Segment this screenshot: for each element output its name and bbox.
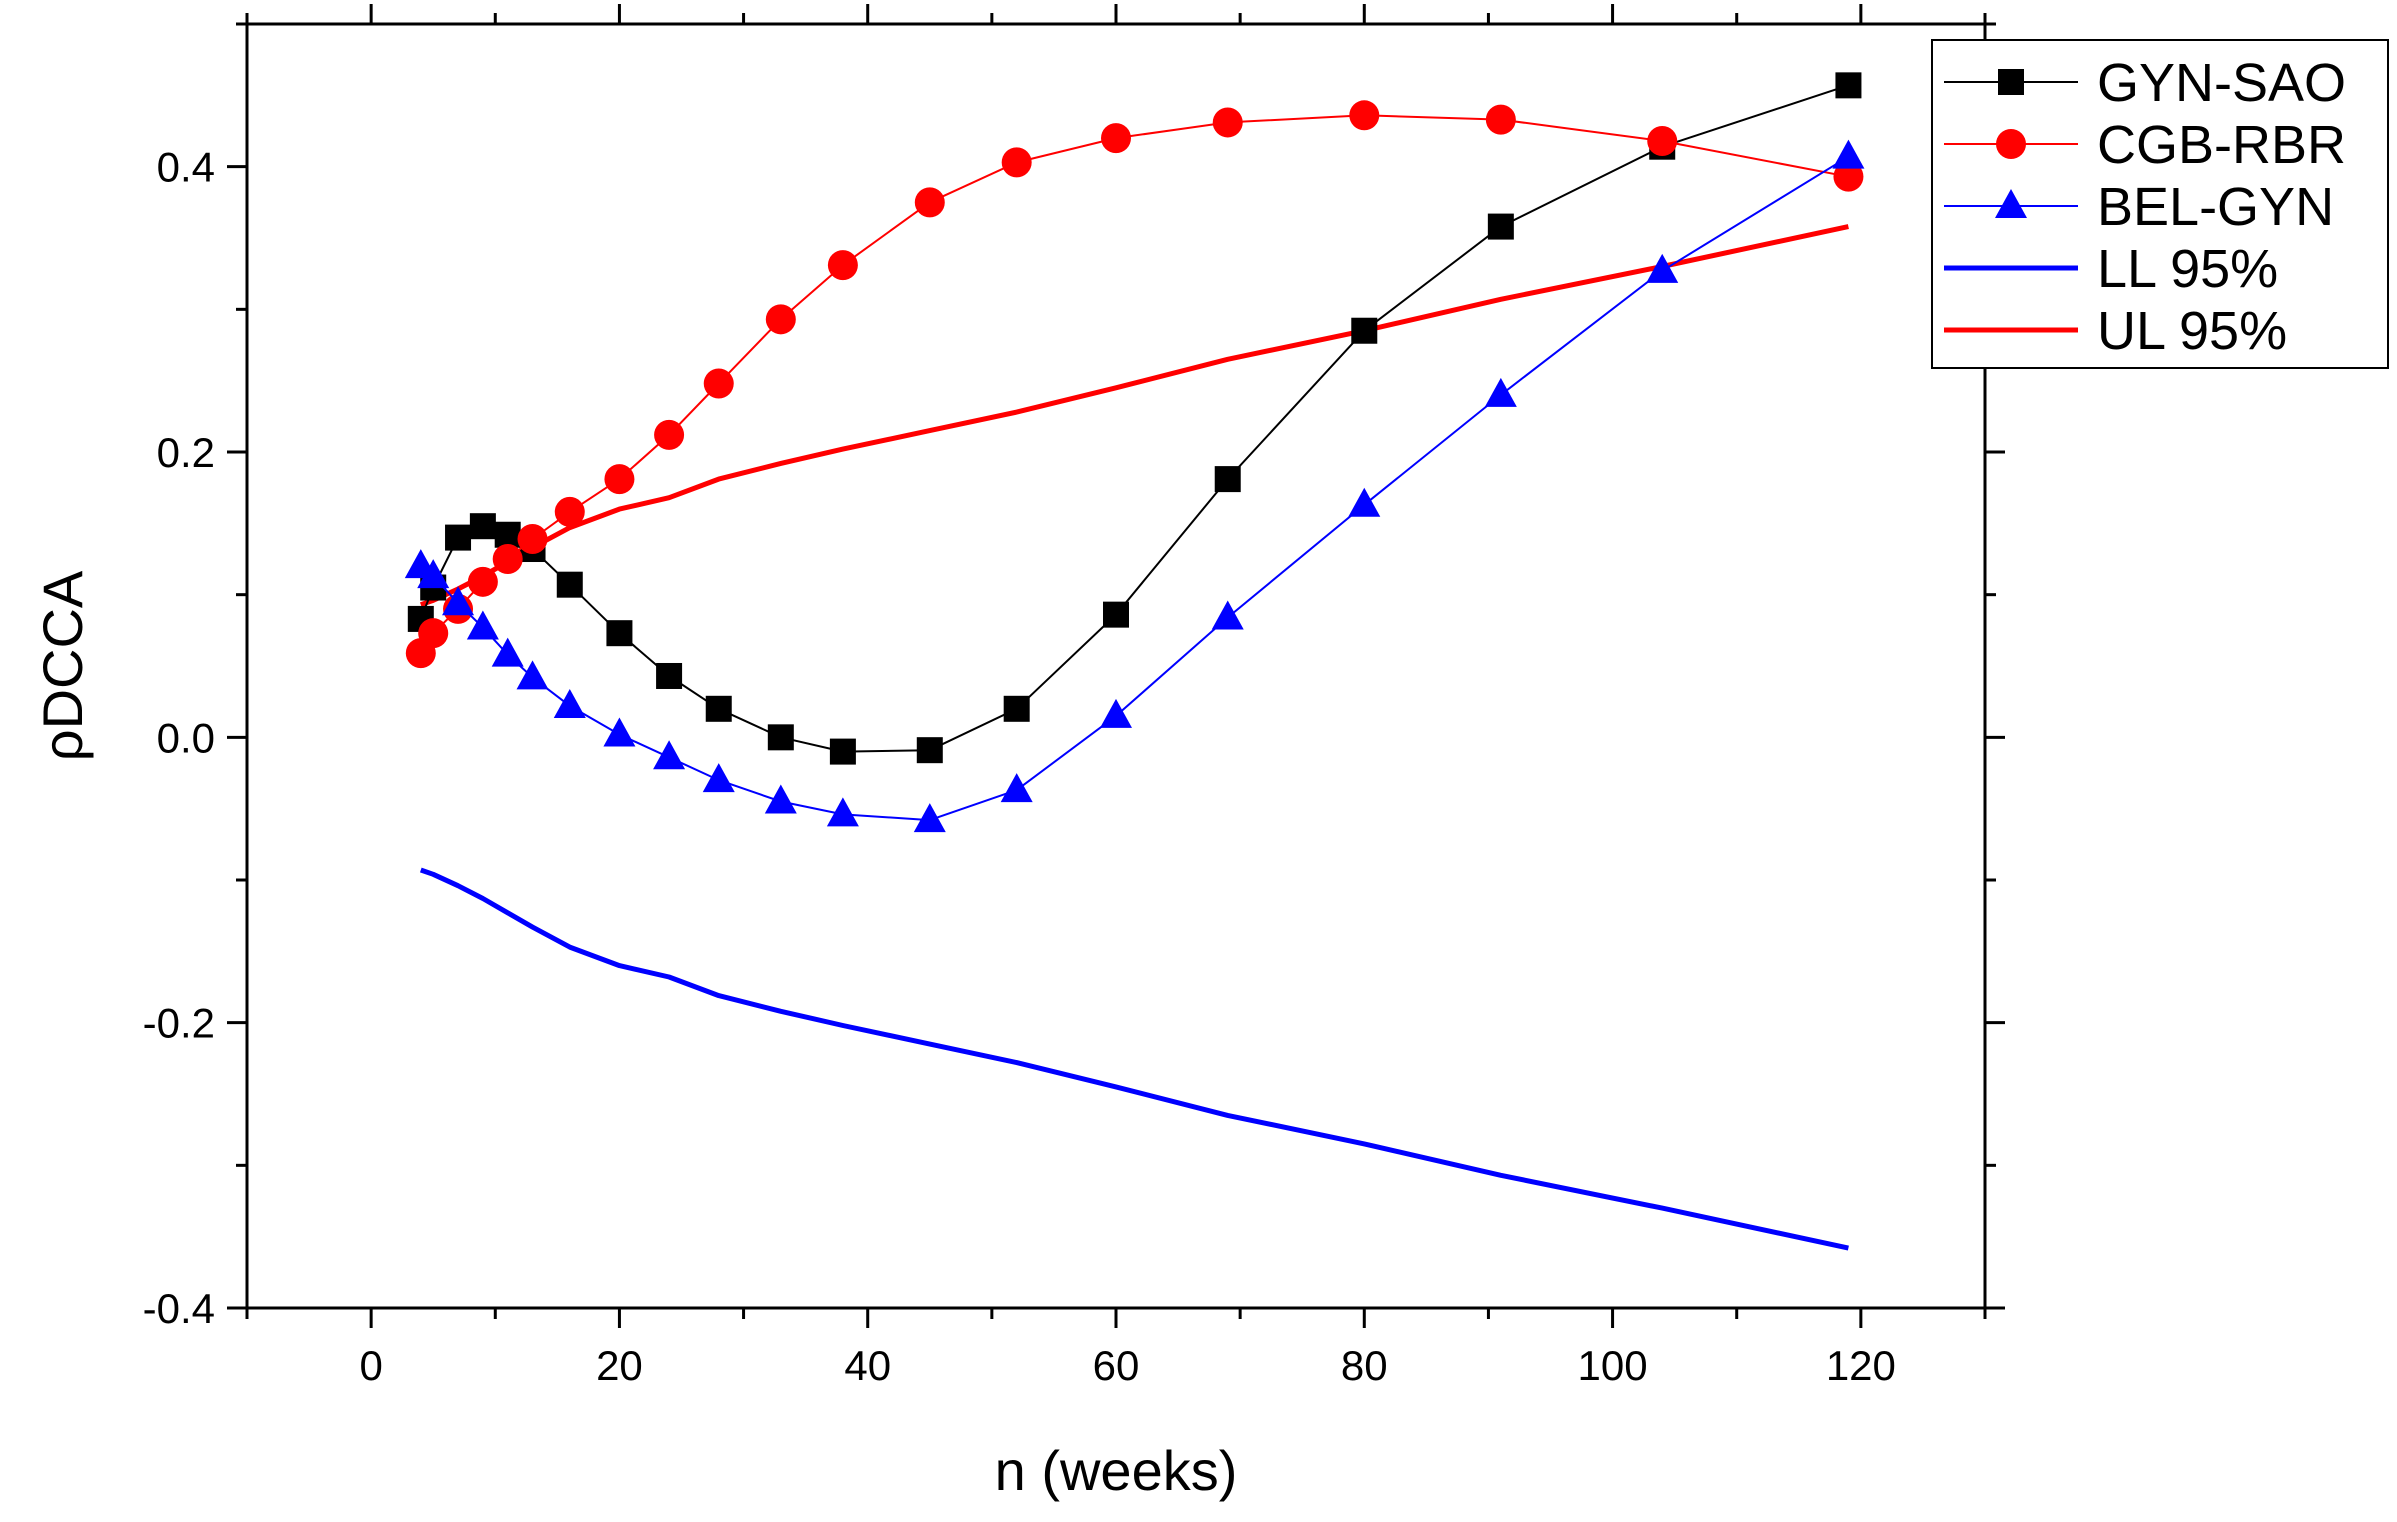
legend-label: UL 95% [2097,301,2287,361]
data-point [703,368,734,399]
data-point [702,763,735,793]
data-point [1647,125,1678,156]
data-point [914,187,945,218]
data-point [1214,466,1241,493]
data-point [606,620,633,647]
y-tick-label: 0.2 [157,429,215,476]
legend-marker [1996,129,2026,159]
x-tick-label: 40 [844,1342,891,1389]
legend-entry: UL 95% [1944,301,2287,361]
data-point [1101,123,1131,154]
data-point [516,660,549,690]
legend-label: GYN-SAO [2097,53,2346,113]
legend-entry: BEL-GYN [1944,177,2334,237]
series-cgb-rbr [405,100,1864,669]
y-tick-label: 0.4 [157,144,215,191]
y-tick-label: -0.4 [143,1285,215,1332]
y-axis-title: ρDCCA [31,570,94,761]
legend-marker [1995,189,2027,218]
data-point [764,784,797,814]
x-tick-label: 120 [1826,1342,1896,1389]
series-line [419,84,1849,753]
data-point [494,521,521,548]
data-point [765,304,796,335]
data-point [656,662,683,689]
series-ll-95 [419,867,1849,1251]
series-bel-gyn [404,139,1865,833]
data-point [417,559,450,589]
x-tick-label: 60 [1093,1342,1140,1389]
data-point [653,740,686,770]
data-point [829,738,856,765]
x-tick-label: 0 [359,1342,382,1389]
data-point [445,524,472,551]
legend-marker [1998,69,2024,95]
data-point [467,566,498,597]
data-point [654,419,685,450]
y-tick-label: 0.0 [157,714,215,761]
data-point [1001,147,1032,178]
series-layer [404,72,1865,1251]
data-point [553,688,586,718]
data-point [1484,377,1517,407]
data-point [705,695,732,722]
x-tick-label: 20 [596,1342,643,1389]
x-axis-title: n (weeks) [995,1439,1238,1502]
legend-label: CGB-RBR [2097,115,2346,175]
series-line [420,155,1849,822]
data-point [1487,213,1514,240]
y-tick-label: -0.2 [143,1000,215,1047]
data-point [1100,698,1132,728]
data-point [1003,695,1030,722]
data-point [1835,72,1862,99]
data-point [604,464,635,495]
data-point [1103,601,1129,628]
series-ul-95 [419,224,1849,608]
data-point [1485,104,1516,135]
series-line [419,224,1849,608]
data-point [1833,161,1864,192]
data-point [418,618,449,649]
y-axis-title-text: ρDCCA [31,570,94,761]
data-point [913,803,946,833]
legend-entry: CGB-RBR [1944,115,2346,175]
data-point [1351,317,1378,344]
data-point [1832,139,1865,169]
legend-entry: GYN-SAO [1944,53,2346,113]
legend-entry: LL 95% [1944,239,2278,299]
series-gyn-sao [407,72,1862,765]
data-point [767,724,794,751]
data-point [442,586,475,616]
data-point [554,496,585,527]
legend-label: LL 95% [2097,239,2278,299]
data-point [916,737,943,764]
data-point [492,544,523,574]
data-point [1212,107,1243,138]
data-point [491,637,524,667]
data-point [1000,773,1033,803]
data-point [1348,487,1381,517]
data-point [469,513,496,540]
data-point [466,610,499,640]
data-point [1349,100,1380,131]
legend-label: BEL-GYN [2097,177,2334,237]
x-tick-label: 80 [1341,1342,1388,1389]
data-point [826,797,859,827]
x-tick-label: 100 [1578,1342,1648,1389]
data-point [603,717,636,747]
data-point [1211,600,1244,630]
axes: 0 20 40 60 80 100 120 -0.4 -0.2 0.0 0.2 0.4 [143,4,2005,1389]
data-point [1646,253,1679,283]
series-line [419,867,1849,1251]
data-point [556,571,583,598]
data-point [827,250,858,281]
data-point [517,524,548,555]
